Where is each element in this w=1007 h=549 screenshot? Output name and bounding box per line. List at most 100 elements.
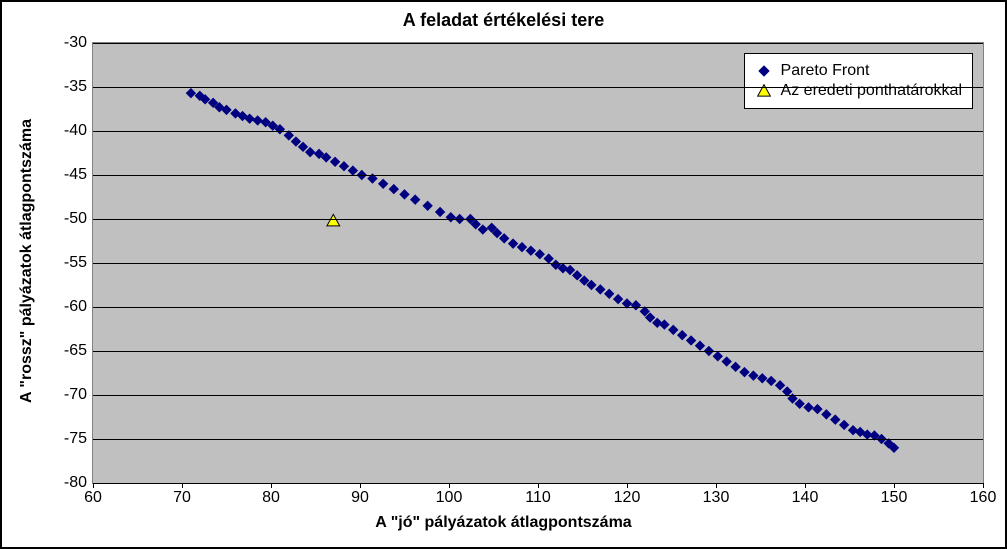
data-point bbox=[509, 239, 518, 248]
x-tick-mark bbox=[538, 483, 539, 488]
gridline-horizontal bbox=[93, 395, 983, 396]
data-point bbox=[749, 371, 758, 380]
gridline-horizontal bbox=[93, 175, 983, 176]
data-point bbox=[291, 137, 300, 146]
data-point bbox=[400, 190, 409, 199]
x-tick-label: 60 bbox=[84, 489, 102, 507]
data-point bbox=[544, 254, 553, 263]
x-tick-mark bbox=[360, 483, 361, 488]
legend-row: Az eredeti ponthatárokkal bbox=[755, 82, 962, 100]
data-point bbox=[731, 362, 740, 371]
data-point bbox=[722, 357, 731, 366]
gridline-horizontal bbox=[93, 307, 983, 308]
y-tick-label: -60 bbox=[64, 298, 87, 316]
data-point bbox=[423, 201, 432, 210]
x-tick-label: 130 bbox=[703, 489, 730, 507]
x-tick-label: 160 bbox=[970, 489, 997, 507]
data-point bbox=[526, 246, 535, 255]
x-tick-mark bbox=[983, 483, 984, 488]
x-tick-label: 140 bbox=[792, 489, 819, 507]
legend-row: Pareto Front bbox=[755, 62, 962, 80]
data-point bbox=[767, 376, 776, 385]
x-tick-label: 80 bbox=[262, 489, 280, 507]
data-point bbox=[580, 276, 589, 285]
gridline-horizontal bbox=[93, 351, 983, 352]
data-point bbox=[348, 166, 357, 175]
gridline-horizontal bbox=[93, 263, 983, 264]
data-point bbox=[822, 410, 831, 419]
data-point bbox=[389, 185, 398, 194]
data-point bbox=[840, 420, 849, 429]
data-point bbox=[517, 243, 526, 252]
x-tick-label: 120 bbox=[614, 489, 641, 507]
y-tick-label: -50 bbox=[64, 210, 87, 228]
y-tick-label: -35 bbox=[64, 78, 87, 96]
x-tick-label: 100 bbox=[436, 489, 463, 507]
data-point bbox=[327, 214, 340, 225]
x-tick-mark bbox=[627, 483, 628, 488]
x-tick-mark bbox=[93, 483, 94, 488]
data-point bbox=[186, 89, 195, 98]
chart-container: A feladat értékelési tere A "rossz" pály… bbox=[0, 0, 1007, 549]
data-point bbox=[795, 399, 804, 408]
data-point bbox=[849, 426, 858, 435]
data-point bbox=[776, 381, 785, 390]
data-point bbox=[478, 225, 487, 234]
data-point bbox=[284, 131, 293, 140]
y-tick-label: -65 bbox=[64, 342, 87, 360]
x-tick-mark bbox=[716, 483, 717, 488]
x-tick-mark bbox=[805, 483, 806, 488]
data-point bbox=[660, 320, 669, 329]
data-point bbox=[614, 295, 623, 304]
y-tick-label: -45 bbox=[64, 166, 87, 184]
legend-label: Az eredeti ponthatárokkal bbox=[781, 82, 962, 100]
x-tick-label: 150 bbox=[881, 489, 908, 507]
x-tick-mark bbox=[182, 483, 183, 488]
data-point bbox=[379, 179, 388, 188]
data-point bbox=[587, 281, 596, 290]
y-tick-label: -55 bbox=[64, 254, 87, 272]
y-tick-label: -30 bbox=[64, 34, 87, 52]
data-point bbox=[339, 162, 348, 171]
chart-title: A feladat értékelési tere bbox=[2, 10, 1005, 31]
data-point bbox=[695, 341, 704, 350]
x-tick-label: 70 bbox=[173, 489, 191, 507]
y-tick-label: -75 bbox=[64, 430, 87, 448]
data-point bbox=[804, 403, 813, 412]
gridline-horizontal bbox=[93, 131, 983, 132]
data-point bbox=[299, 142, 308, 151]
legend-label: Pareto Front bbox=[781, 62, 870, 80]
legend: Pareto Front Az eredeti ponthatárokkal bbox=[744, 53, 973, 109]
x-tick-mark bbox=[271, 483, 272, 488]
data-point bbox=[566, 266, 575, 275]
gridline-horizontal bbox=[93, 219, 983, 220]
x-axis-label: A "jó" pályázatok átlagpontszáma bbox=[2, 514, 1005, 532]
data-point bbox=[596, 285, 605, 294]
y-tick-label: -40 bbox=[64, 122, 87, 140]
data-point bbox=[653, 318, 662, 327]
plot-area: Pareto FrontAz eredeti ponthatárokkal -3… bbox=[92, 42, 984, 484]
data-point bbox=[605, 289, 614, 298]
data-point bbox=[713, 352, 722, 361]
data-point bbox=[446, 213, 455, 222]
data-point bbox=[669, 325, 678, 334]
data-point bbox=[831, 415, 840, 424]
x-tick-label: 90 bbox=[351, 489, 369, 507]
gridline-horizontal bbox=[93, 43, 983, 44]
legend-marker bbox=[755, 64, 773, 78]
data-point bbox=[500, 234, 509, 243]
data-point bbox=[436, 207, 445, 216]
data-point bbox=[573, 271, 582, 280]
data-point bbox=[758, 374, 767, 383]
data-point bbox=[813, 405, 822, 414]
data-point bbox=[411, 195, 420, 204]
y-tick-label: -70 bbox=[64, 386, 87, 404]
gridline-horizontal bbox=[93, 439, 983, 440]
data-point bbox=[535, 250, 544, 259]
data-point bbox=[678, 331, 687, 340]
x-tick-label: 110 bbox=[525, 489, 551, 507]
data-point bbox=[253, 116, 262, 125]
y-axis-label: A "rossz" pályázatok átlagpontszáma bbox=[18, 81, 36, 441]
gridline-horizontal bbox=[93, 87, 983, 88]
data-point bbox=[687, 336, 696, 345]
